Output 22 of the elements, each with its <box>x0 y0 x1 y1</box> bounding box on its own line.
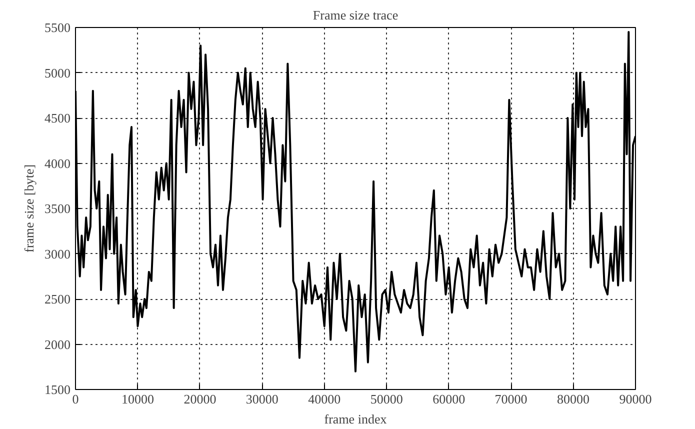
x-tick-label: 50000 <box>370 392 403 406</box>
y-tick-label: 2000 <box>44 336 70 352</box>
x-axis-title: frame index <box>324 412 388 426</box>
x-tick-label: 90000 <box>619 392 652 406</box>
y-tick-label: 3000 <box>44 246 70 262</box>
y-tick-label: 5000 <box>44 65 70 80</box>
x-tick-label: 60000 <box>432 392 466 406</box>
chart-title: Frame size trace <box>312 8 398 22</box>
y-tick-label: 4000 <box>44 156 70 171</box>
y-tick-label: 1500 <box>44 382 70 397</box>
x-tick-label: 20000 <box>184 392 216 406</box>
y-tick-label: 5500 <box>44 20 70 35</box>
y-tick-label: 2500 <box>44 292 70 306</box>
y-tick-label: 3500 <box>44 201 70 216</box>
y-axis-title: frame size [byte] <box>22 164 36 253</box>
x-tick-label: 40000 <box>308 392 341 406</box>
x-tick-label: 30000 <box>246 392 278 406</box>
x-tick-label: 0 <box>72 392 79 406</box>
x-tick-label: 10000 <box>121 392 154 406</box>
x-tick-label: 80000 <box>557 392 590 406</box>
y-tick-label: 4500 <box>44 110 70 126</box>
x-tick-label: 70000 <box>494 392 528 406</box>
